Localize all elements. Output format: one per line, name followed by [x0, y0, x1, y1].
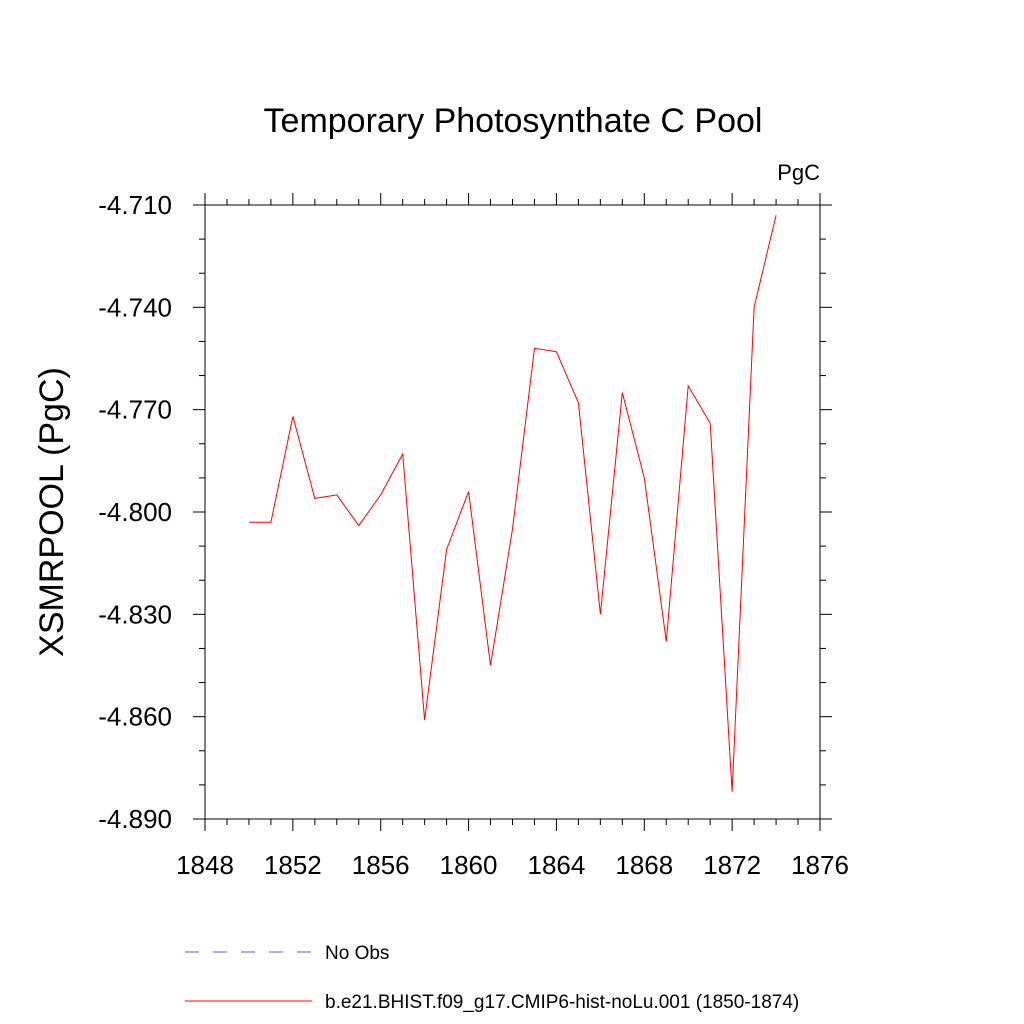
x-tick-label: 1852: [264, 850, 322, 880]
x-tick-label: 1872: [703, 850, 761, 880]
units-label: PgC: [777, 160, 820, 185]
legend-label: b.e21.BHIST.f09_g17.CMIP6-hist-noLu.001 …: [325, 992, 799, 1013]
y-tick-label: -4.710: [98, 190, 172, 220]
chart-title: Temporary Photosynthate C Pool: [264, 102, 763, 140]
y-tick-label: -4.860: [98, 702, 172, 732]
x-tick-label: 1876: [791, 850, 849, 880]
y-tick-label: -4.890: [98, 804, 172, 834]
y-axis-label: XSMRPOOL (PgC): [33, 367, 71, 657]
y-tick-label: -4.740: [98, 292, 172, 322]
legend: No Obs b.e21.BHIST.f09_g17.CMIP6-hist-noL…: [185, 943, 799, 1013]
y-tick-label: -4.800: [98, 497, 172, 527]
x-tick-label: 1868: [615, 850, 673, 880]
series-group: [248, 215, 777, 792]
tick-labels: 1848 1852 1856 1860 1864 1868 1872 1876 -4.890 -4…: [98, 190, 849, 880]
x-tick-label: 1860: [440, 850, 498, 880]
y-tick-label: -4.770: [98, 395, 172, 425]
legend-label: No Obs: [325, 943, 389, 964]
x-tick-label: 1848: [176, 850, 234, 880]
x-tick-label: 1864: [528, 850, 586, 880]
x-tick-label: 1856: [352, 850, 410, 880]
y-tick-label: -4.830: [98, 599, 172, 629]
series-line: [248, 215, 777, 792]
axis-ticks: [193, 193, 832, 831]
